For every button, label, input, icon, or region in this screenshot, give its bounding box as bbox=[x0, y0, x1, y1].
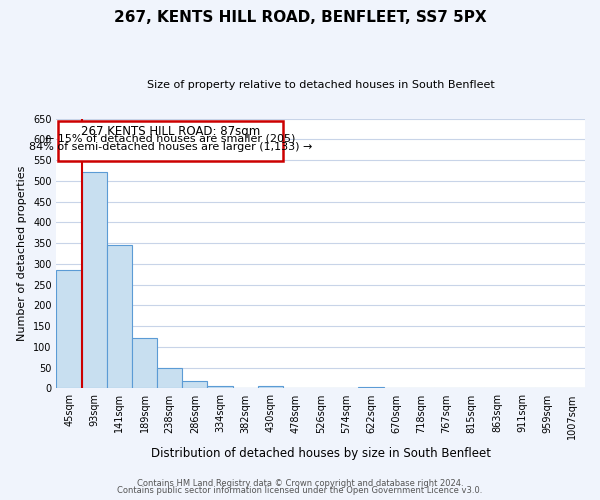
Text: ← 15% of detached houses are smaller (205): ← 15% of detached houses are smaller (20… bbox=[45, 134, 296, 144]
Y-axis label: Number of detached properties: Number of detached properties bbox=[17, 166, 28, 341]
Title: Size of property relative to detached houses in South Benfleet: Size of property relative to detached ho… bbox=[147, 80, 494, 90]
X-axis label: Distribution of detached houses by size in South Benfleet: Distribution of detached houses by size … bbox=[151, 447, 491, 460]
Bar bbox=[56, 270, 82, 388]
Text: Contains HM Land Registry data © Crown copyright and database right 2024.: Contains HM Land Registry data © Crown c… bbox=[137, 478, 463, 488]
Bar bbox=[107, 245, 132, 388]
Text: 84% of semi-detached houses are larger (1,133) →: 84% of semi-detached houses are larger (… bbox=[29, 142, 312, 152]
FancyBboxPatch shape bbox=[58, 120, 283, 161]
Bar bbox=[358, 387, 383, 388]
Bar bbox=[132, 338, 157, 388]
Bar bbox=[182, 380, 208, 388]
Text: 267 KENTS HILL ROAD: 87sqm: 267 KENTS HILL ROAD: 87sqm bbox=[81, 125, 260, 138]
Bar bbox=[82, 172, 107, 388]
Text: Contains public sector information licensed under the Open Government Licence v3: Contains public sector information licen… bbox=[118, 486, 482, 495]
Bar bbox=[208, 386, 233, 388]
Bar bbox=[258, 386, 283, 388]
Bar bbox=[157, 368, 182, 388]
Text: 267, KENTS HILL ROAD, BENFLEET, SS7 5PX: 267, KENTS HILL ROAD, BENFLEET, SS7 5PX bbox=[113, 10, 487, 25]
